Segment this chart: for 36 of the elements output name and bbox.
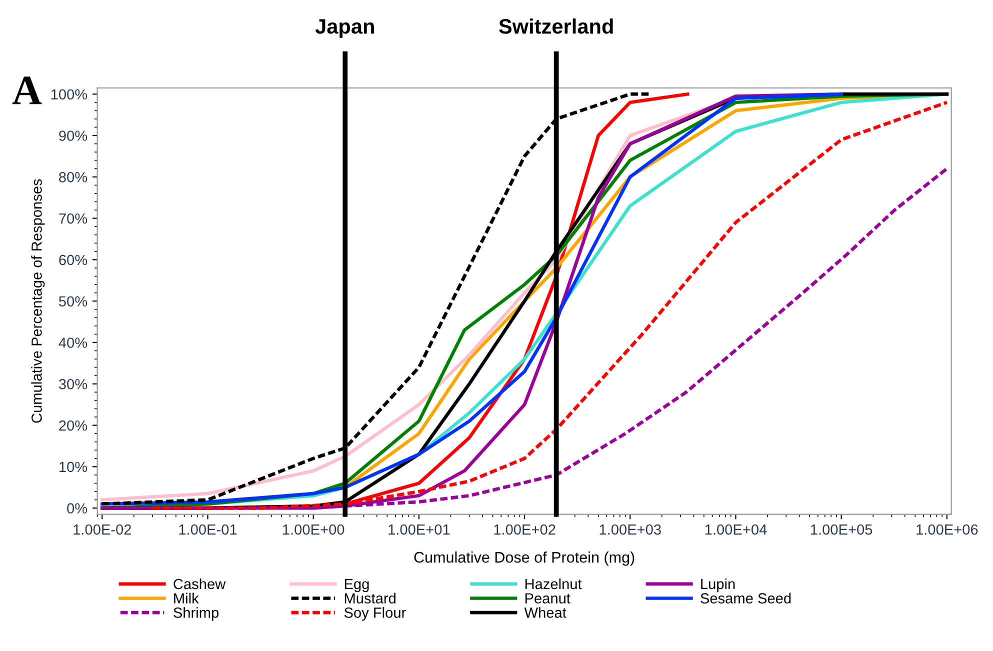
legend-label: Peanut <box>525 593 570 604</box>
legend-label: Mustard <box>344 592 396 604</box>
x-tick-label: 1.00E+04 <box>705 524 767 535</box>
legend-label: Sesame Seed <box>700 592 791 604</box>
y-tick-label: 0% <box>67 503 88 514</box>
y-tick-label: 80% <box>59 172 88 182</box>
x-tick-label: 1.00E+00 <box>283 524 344 535</box>
x-tick-label: 1.00E+02 <box>494 524 556 535</box>
legend-label: Hazelnut <box>525 578 582 590</box>
y-tick-label: 60% <box>59 254 88 266</box>
legend-label: Egg <box>344 579 369 592</box>
y-tick-label: 20% <box>59 420 88 431</box>
y-tick-label: 40% <box>58 338 88 348</box>
legend-label: Milk <box>174 592 199 604</box>
x-tick-label: 1.00E+03 <box>600 524 661 535</box>
legend-label: Shrimp <box>174 607 219 621</box>
x-tick-label: 1.00E-02 <box>74 524 132 535</box>
x-tick-label: 1.00E-01 <box>179 524 237 535</box>
y-tick-label: 90% <box>59 130 88 141</box>
y-axis-title: Cumulative Percentage of Responses <box>31 179 45 423</box>
y-tick-label: 100% <box>51 89 88 100</box>
legend-label: Cashew <box>174 578 226 590</box>
ref-line-label: Japan <box>315 19 374 38</box>
x-tick-label: 1.00E+06 <box>916 524 978 535</box>
x-tick-label: 1.00E+01 <box>388 524 450 535</box>
x-axis-title: Cumulative Dose of Protein (mg) <box>414 551 634 566</box>
y-tick-label: 10% <box>60 462 88 472</box>
y-tick-label: 30% <box>58 378 88 390</box>
y-tick-label: 70% <box>59 213 88 224</box>
legend-label: Wheat <box>524 607 566 618</box>
text: A <box>12 76 42 104</box>
x-tick-label: 1.00E+05 <box>811 524 872 535</box>
y-tick-label: 50% <box>58 296 88 307</box>
legend-label: Lupin <box>701 578 735 592</box>
ref-line-label: Switzerland <box>499 18 613 34</box>
legend-label: Soy Flour <box>344 607 406 621</box>
